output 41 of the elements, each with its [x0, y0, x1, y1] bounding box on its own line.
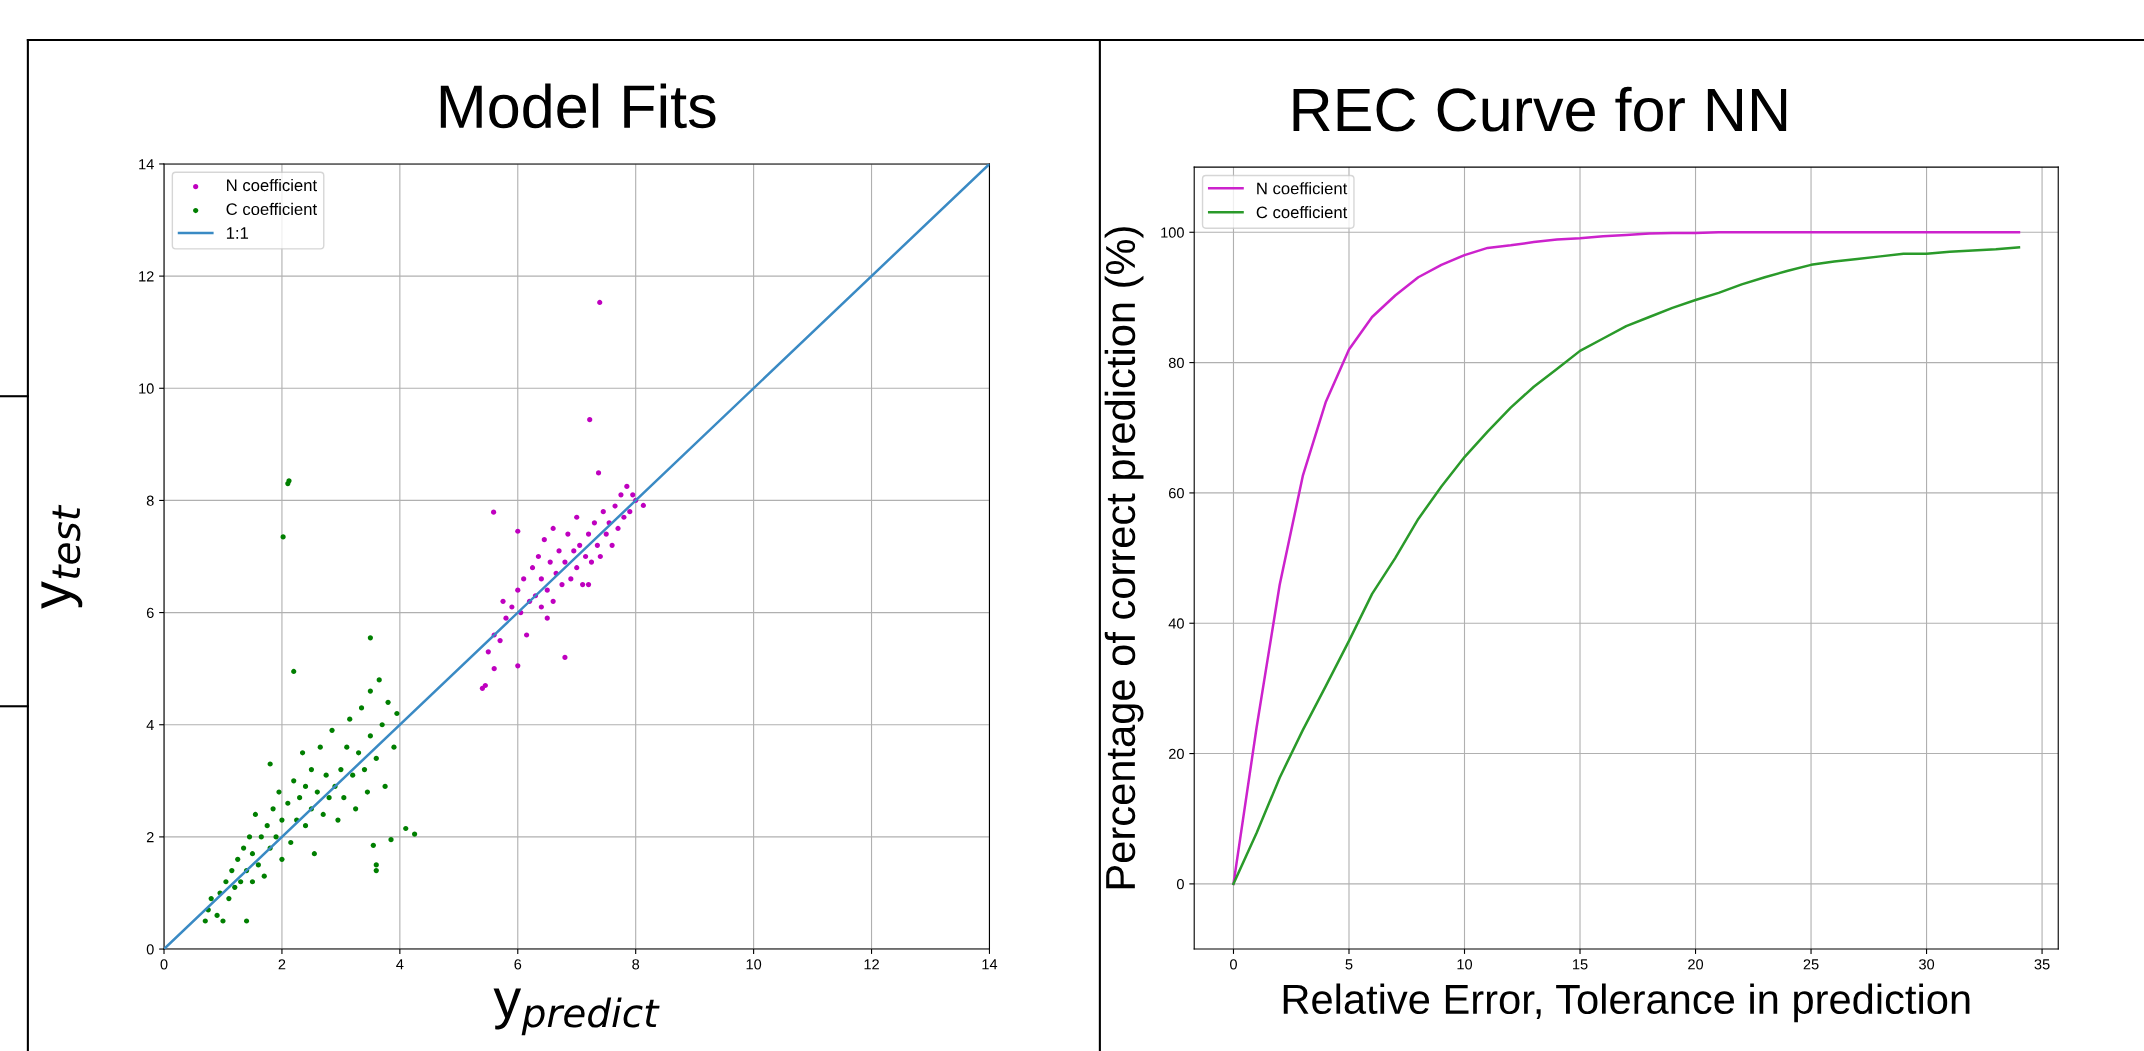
chart-title: REC Curve for NN	[1293, 86, 1787, 132]
legend-label: C coefficient	[1256, 205, 1348, 219]
x-axis-title: Relative Error, Tolerance in prediction	[1283, 983, 1970, 1023]
y-tick-label: 10	[139, 383, 154, 394]
y-tick-label: 40	[1168, 618, 1184, 629]
x-tick-label: 25	[1803, 959, 1819, 970]
x-tick-label: 0	[1230, 959, 1237, 970]
y-axis-title: y$_{test}$	[41, 504, 83, 609]
x-tick-label: 0	[160, 959, 168, 970]
y-tick-label: 14	[139, 159, 154, 170]
legend-label: 1:1	[226, 227, 249, 239]
chart-title: Model Fits	[440, 83, 716, 129]
y-tick-label: 20	[1169, 748, 1184, 759]
y-tick-label: 100	[1161, 227, 1184, 238]
y-tick-label: 12	[139, 271, 154, 282]
x-tick-label: 10	[1457, 959, 1473, 970]
y-tick-label: 8	[146, 495, 154, 506]
y-tick-label: 60	[1169, 488, 1184, 499]
y-tick-label: 4	[146, 719, 154, 731]
y-axis-title: Percentage of correct prediction (%)	[1104, 227, 1144, 889]
y-tick-label: 2	[146, 832, 154, 843]
y-tick-label: 6	[146, 607, 154, 619]
x-tick-label: 4	[396, 959, 404, 970]
x-tick-label: 5	[1345, 959, 1353, 970]
x-tick-label: 35	[2034, 959, 2050, 970]
legend-label: C coefficient	[226, 202, 317, 216]
y-tick-label: 0	[146, 944, 154, 955]
x-tick-label: 8	[632, 959, 640, 970]
y-tick-label: 80	[1168, 357, 1184, 369]
x-tick-label: 30	[1919, 959, 1935, 970]
x-tick-label: 6	[514, 959, 522, 970]
x-tick-label: 2	[278, 959, 286, 970]
x-tick-label: 14	[982, 959, 998, 970]
legend-label: N coefficient	[227, 178, 317, 192]
x-axis-title: y$_{predict}$	[493, 988, 660, 1036]
x-tick-label: 10	[746, 959, 762, 970]
x-tick-label: 12	[864, 959, 879, 970]
x-tick-label: 15	[1573, 959, 1588, 970]
x-tick-label: 20	[1688, 959, 1704, 970]
y-tick-label: 0	[1176, 878, 1184, 890]
legend-label: N coefficient	[1257, 182, 1348, 195]
